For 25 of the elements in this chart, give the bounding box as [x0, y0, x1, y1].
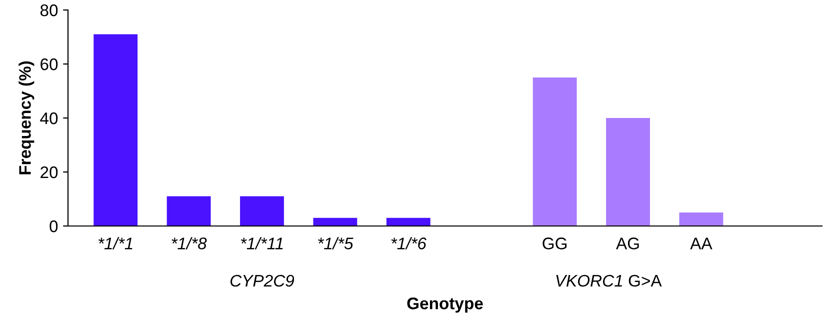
y-tick-label: 0 — [50, 220, 58, 232]
text: VKORC1 G>A — [556, 274, 662, 287]
y-tick-label: 80 — [40, 4, 58, 16]
y-tick-label: 60 — [40, 58, 58, 70]
bar — [606, 118, 650, 226]
bar — [240, 196, 284, 226]
y-tick-label: 20 — [40, 166, 58, 178]
x-tick-label: *1/*5 — [318, 237, 354, 250]
bar — [166, 196, 211, 226]
y-tick-label: 40 — [40, 112, 58, 124]
x-axis-title: Genotype — [407, 298, 483, 313]
x-tick-label: GG — [542, 238, 567, 250]
bar — [386, 218, 430, 226]
x-tick-label: *1/*6 — [391, 237, 426, 250]
bar — [532, 78, 577, 226]
x-tick-label: *1/*11 — [240, 237, 283, 250]
x-tick-label: AG — [616, 238, 639, 250]
x-tick-label: AA — [690, 238, 712, 250]
bar — [313, 218, 358, 226]
bar — [679, 212, 724, 226]
x-tick-label: *1/*1 — [98, 237, 132, 250]
x-tick-label: *1/*8 — [172, 237, 207, 250]
bar — [94, 34, 138, 226]
y-axis-title: Frequency (%) — [18, 61, 34, 174]
text: CYP2C9 — [230, 274, 294, 287]
